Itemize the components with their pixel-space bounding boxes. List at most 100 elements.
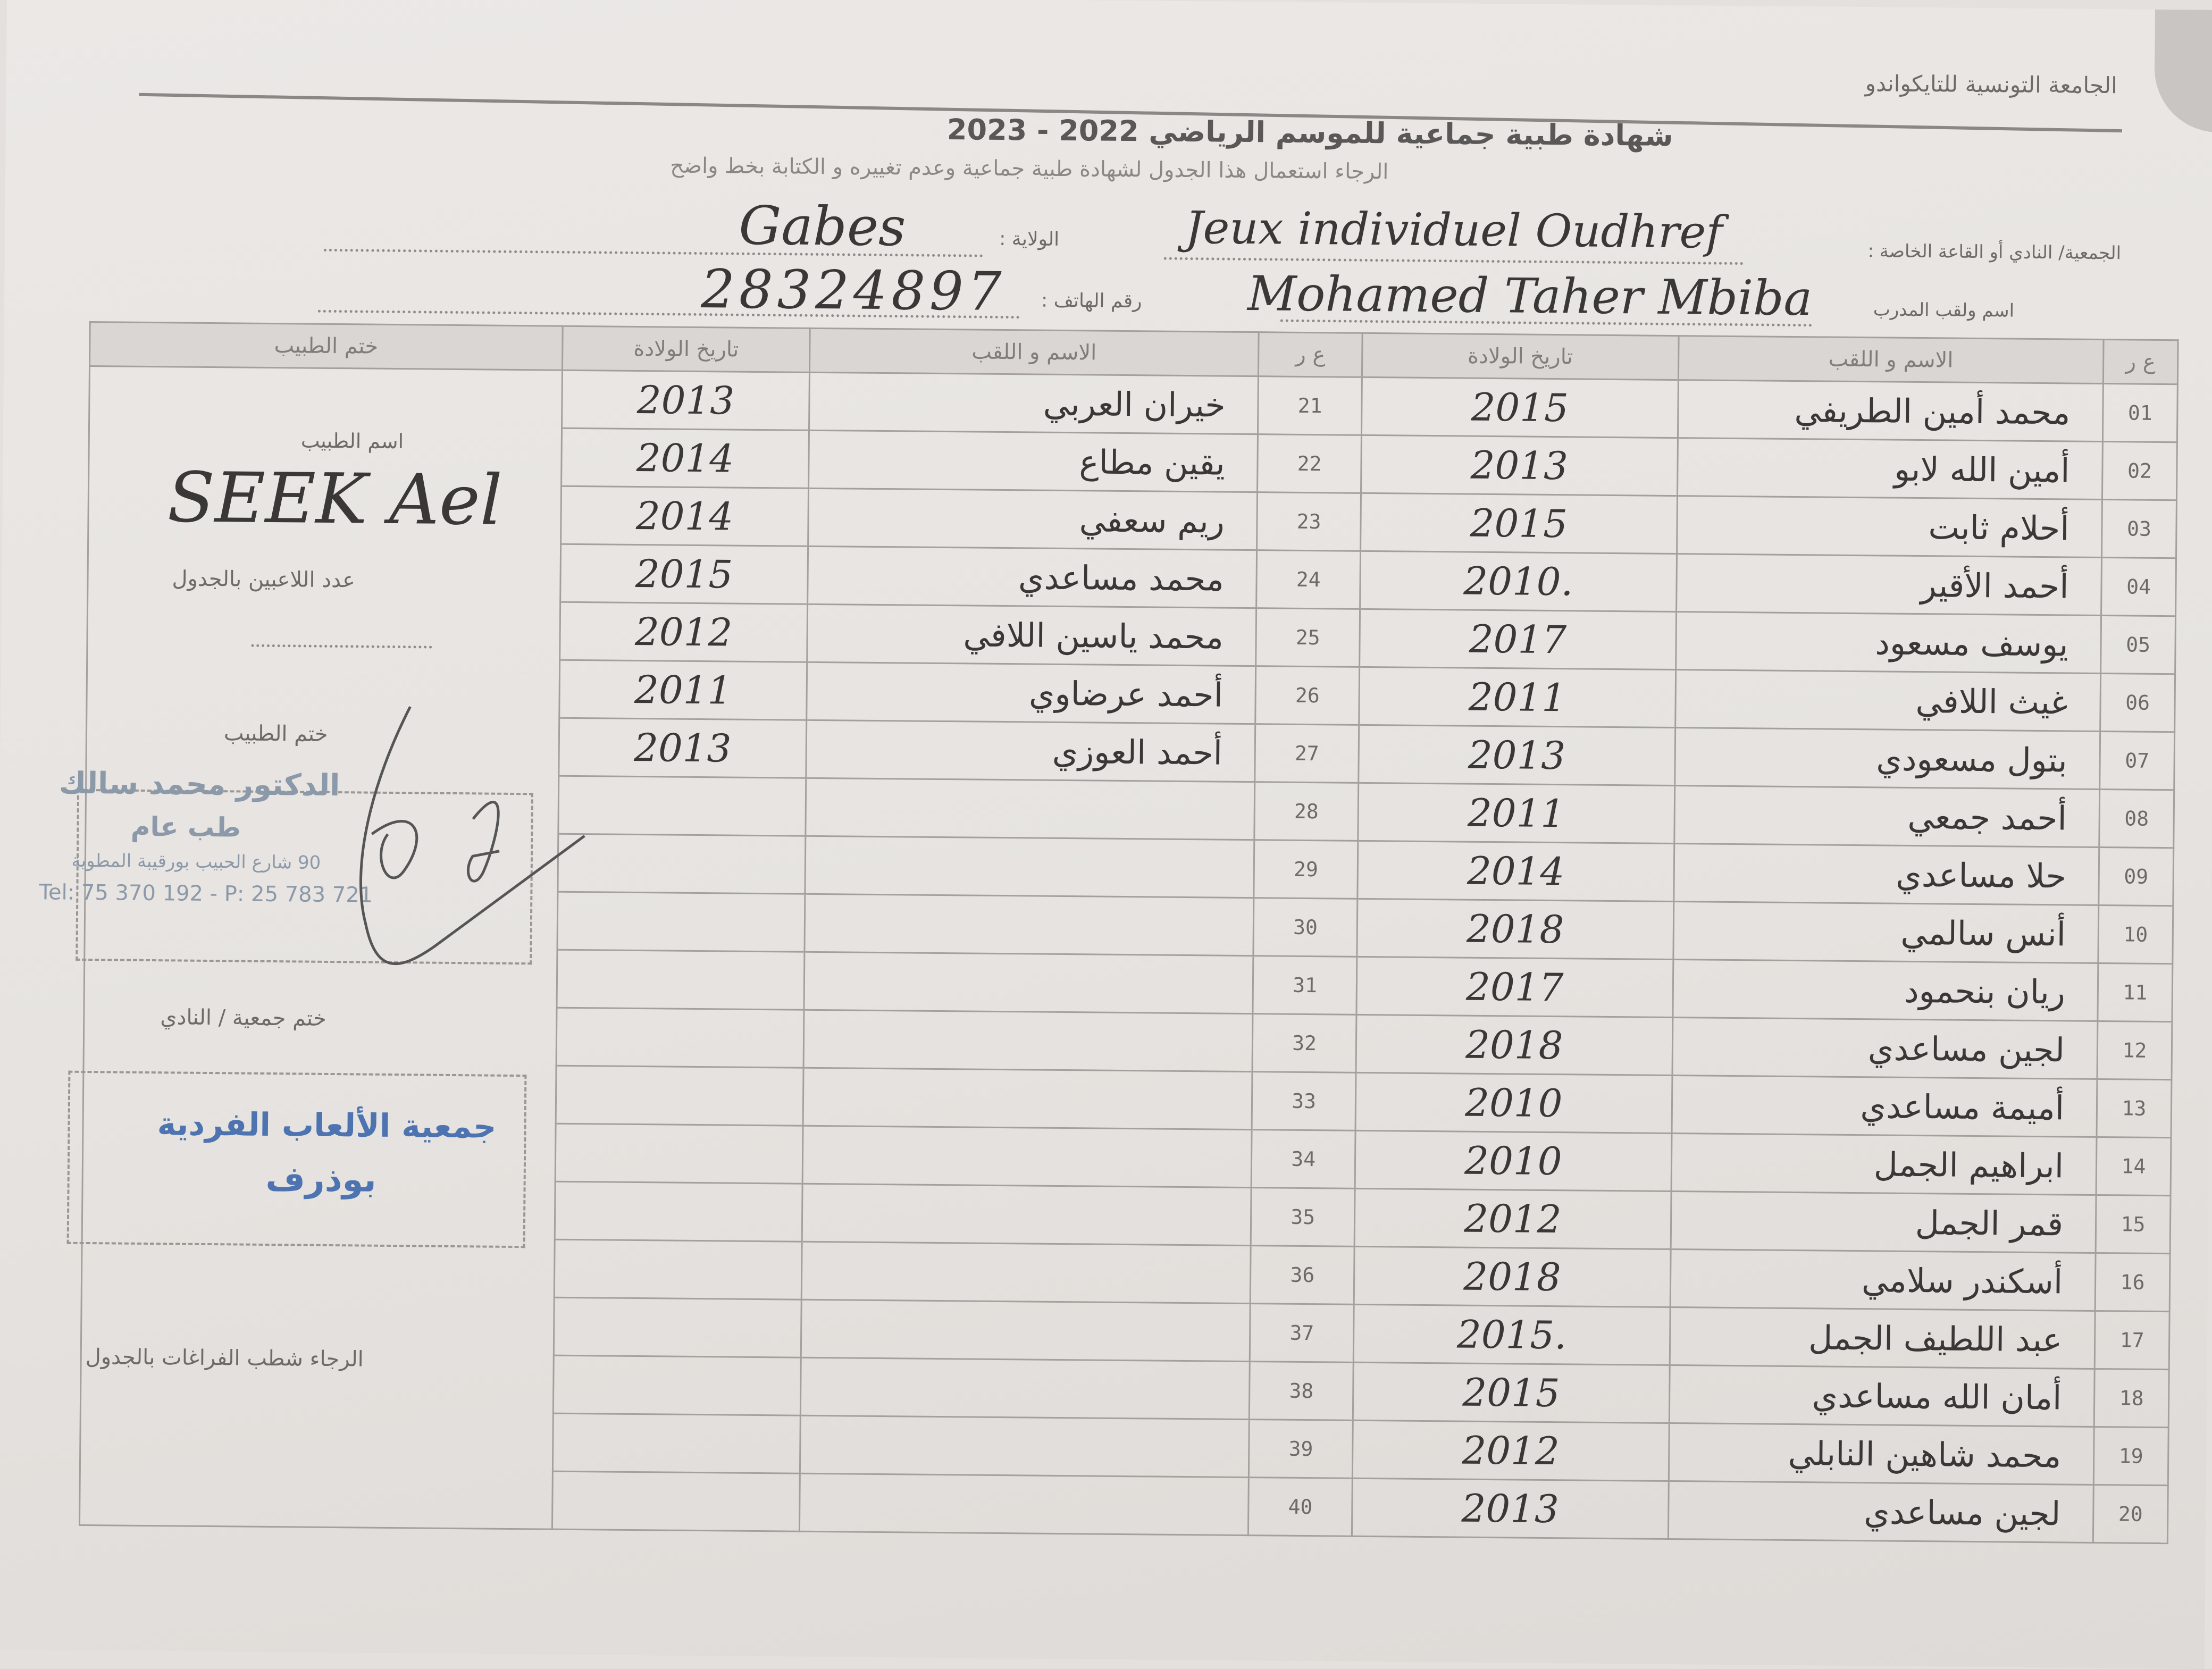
- player-number: 02: [2102, 441, 2177, 500]
- player-number: 35: [1251, 1187, 1355, 1247]
- player-dob[interactable]: 2018: [1356, 1014, 1673, 1076]
- player-name[interactable]: ريم سعفي: [808, 488, 1258, 550]
- player-dob[interactable]: 2017: [1359, 609, 1677, 670]
- player-dob[interactable]: 2015.: [1353, 1304, 1670, 1365]
- player-dob[interactable]: 2013: [1361, 435, 1678, 496]
- player-name[interactable]: أحمد العوزي: [806, 720, 1255, 782]
- player-name[interactable]: ريان بنحمود: [1672, 959, 2098, 1021]
- player-dob[interactable]: [553, 1355, 801, 1416]
- player-dob[interactable]: 2015: [1353, 1362, 1670, 1423]
- player-dob[interactable]: 2012: [1352, 1420, 1669, 1481]
- doctor-stamp-address: 90 شارع الحبيب بورقيبة المطوية: [71, 850, 321, 874]
- player-dob[interactable]: 2013: [1358, 725, 1675, 786]
- player-dob[interactable]: 2011: [1358, 783, 1675, 844]
- player-name[interactable]: [802, 1184, 1252, 1246]
- player-number: 09: [2098, 847, 2174, 906]
- player-name[interactable]: لجين مساعدي: [1672, 1017, 2098, 1079]
- player-name[interactable]: [800, 1357, 1250, 1420]
- player-dob[interactable]: [552, 1471, 800, 1532]
- coach-value[interactable]: Mohamed Taher Mbiba: [1247, 265, 1813, 327]
- player-name[interactable]: [803, 952, 1254, 1014]
- player-number: 27: [1254, 724, 1359, 783]
- player-dob[interactable]: 2010: [1355, 1130, 1672, 1192]
- player-dob[interactable]: [555, 1181, 802, 1242]
- player-name[interactable]: حلا مساعدي: [1673, 843, 2099, 905]
- player-number: 30: [1253, 898, 1358, 957]
- player-name[interactable]: [799, 1473, 1249, 1536]
- player-name[interactable]: أنس سالمي: [1673, 901, 2099, 963]
- player-name[interactable]: محمد شاهين النابلي: [1668, 1423, 2094, 1485]
- player-name[interactable]: [801, 1299, 1251, 1362]
- player-number: 33: [1252, 1071, 1356, 1131]
- player-name[interactable]: يوسف مسعود: [1675, 611, 2101, 674]
- player-dob[interactable]: 2014: [1357, 841, 1674, 902]
- player-dob[interactable]: 2013: [1352, 1478, 1669, 1539]
- player-name[interactable]: ابراهيم الجمل: [1671, 1133, 2097, 1195]
- player-name[interactable]: أسكندر سلامي: [1670, 1249, 2096, 1311]
- player-dob[interactable]: [554, 1297, 802, 1358]
- player-name[interactable]: لجين مساعدي: [1668, 1481, 2094, 1543]
- player-name[interactable]: أحمد عرضاوي: [806, 662, 1256, 724]
- player-name[interactable]: أحمد جمعي: [1674, 785, 2100, 848]
- player-number: 28: [1254, 782, 1359, 841]
- player-dob[interactable]: 2013: [562, 370, 810, 431]
- player-name[interactable]: أمين الله لابو: [1677, 438, 2103, 500]
- player-name[interactable]: [805, 836, 1255, 898]
- player-name[interactable]: [805, 778, 1255, 840]
- doctor-name-value[interactable]: SEEK Ael: [167, 457, 503, 541]
- player-dob[interactable]: 2012: [559, 602, 808, 662]
- background-corner: [2154, 9, 2212, 132]
- player-name[interactable]: يقين مطاع: [808, 430, 1258, 492]
- player-name[interactable]: محمد ياسين اللافي: [807, 604, 1256, 666]
- player-dob[interactable]: 2018: [1356, 899, 1674, 960]
- player-dob[interactable]: 2017: [1356, 957, 1673, 1018]
- player-name[interactable]: قمر الجمل: [1670, 1191, 2097, 1253]
- player-name[interactable]: عبد اللطيف الجمل: [1669, 1307, 2096, 1369]
- player-name[interactable]: [804, 894, 1254, 956]
- player-number: 17: [2094, 1311, 2170, 1370]
- player-name[interactable]: [801, 1242, 1251, 1304]
- footer-note: الرجاء شطب الفراغات بالجدول: [85, 1344, 364, 1372]
- header-number-left: ع ر: [1258, 332, 1363, 378]
- player-name[interactable]: أحلام ثابت: [1677, 496, 2102, 558]
- player-number: 12: [2097, 1021, 2172, 1080]
- player-name[interactable]: بتول مسعودي: [1674, 727, 2100, 790]
- player-name[interactable]: غيث اللافي: [1675, 669, 2101, 732]
- player-dob[interactable]: 2015: [560, 544, 808, 605]
- club-dotted-line: [1163, 257, 1744, 265]
- player-dob[interactable]: 2015: [1360, 493, 1678, 554]
- player-number: 40: [1248, 1477, 1353, 1537]
- player-dob[interactable]: 2011: [1359, 667, 1676, 728]
- governorate-value[interactable]: Gabes: [738, 194, 906, 258]
- player-number: 26: [1255, 666, 1360, 725]
- player-name[interactable]: [802, 1126, 1252, 1188]
- player-name[interactable]: أميمة مساعدي: [1671, 1075, 2098, 1137]
- player-name[interactable]: [803, 1010, 1253, 1072]
- player-dob[interactable]: 2018: [1354, 1246, 1671, 1307]
- coach-label: اسم ولقب المدرب: [1873, 299, 2015, 322]
- player-dob[interactable]: 2012: [1354, 1188, 1671, 1249]
- player-number: 06: [2100, 673, 2175, 732]
- player-dob[interactable]: 2014: [560, 486, 809, 547]
- player-name[interactable]: أحمد الأقير: [1676, 553, 2102, 616]
- player-dob[interactable]: [556, 1066, 803, 1126]
- player-dob[interactable]: 2010: [1355, 1072, 1672, 1134]
- player-name[interactable]: خيران العربي: [809, 372, 1259, 434]
- player-dob[interactable]: 2010.: [1360, 551, 1677, 612]
- player-name[interactable]: أمان الله مساعدي: [1669, 1365, 2095, 1427]
- player-dob[interactable]: [554, 1239, 802, 1300]
- player-number: 39: [1249, 1419, 1353, 1479]
- player-number: 04: [2101, 557, 2176, 616]
- player-name[interactable]: [800, 1415, 1250, 1478]
- player-name[interactable]: [802, 1068, 1253, 1130]
- player-dob[interactable]: [552, 1413, 801, 1474]
- player-dob[interactable]: 2014: [561, 428, 809, 489]
- player-name[interactable]: محمد أمين الطريفي: [1678, 380, 2104, 442]
- club-value[interactable]: Jeux individuel Oudhref: [1185, 201, 1723, 258]
- player-number: 18: [2094, 1369, 2169, 1428]
- player-name[interactable]: محمد مساعدي: [807, 546, 1257, 608]
- player-dob[interactable]: 2015: [1361, 377, 1679, 438]
- header-number-right: ع ر: [2103, 339, 2179, 384]
- player-dob[interactable]: [555, 1123, 803, 1184]
- phone-value[interactable]: 28324897: [700, 258, 1006, 323]
